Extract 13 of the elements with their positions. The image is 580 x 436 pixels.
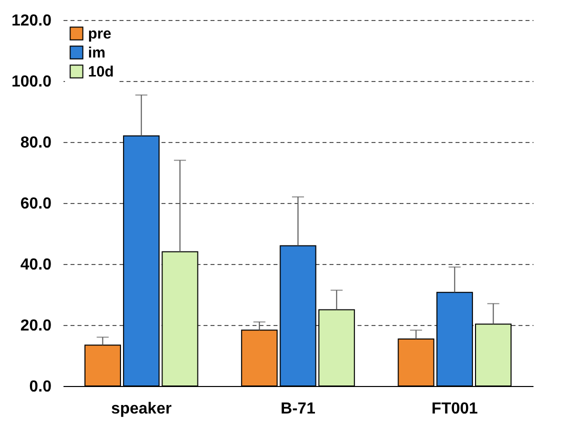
legend-label: im: [88, 44, 106, 62]
legend-label: pre: [88, 26, 112, 42]
y-tick-label: 0.0: [29, 378, 52, 396]
y-tick-label: 100.0: [11, 74, 52, 90]
y-tick-label: 40.0: [20, 256, 52, 274]
y-tick-label: 120.0: [11, 12, 52, 30]
y-tick-label: 60.0: [20, 196, 52, 212]
x-tick-label: speaker: [111, 400, 172, 418]
y-tick-label: 20.0: [20, 318, 52, 334]
x-tick-label: FT001: [432, 400, 478, 418]
legend-label: 10d: [88, 64, 114, 80]
x-tick-label: B-71: [280, 400, 316, 418]
y-tick-label: 80.0: [20, 134, 52, 152]
